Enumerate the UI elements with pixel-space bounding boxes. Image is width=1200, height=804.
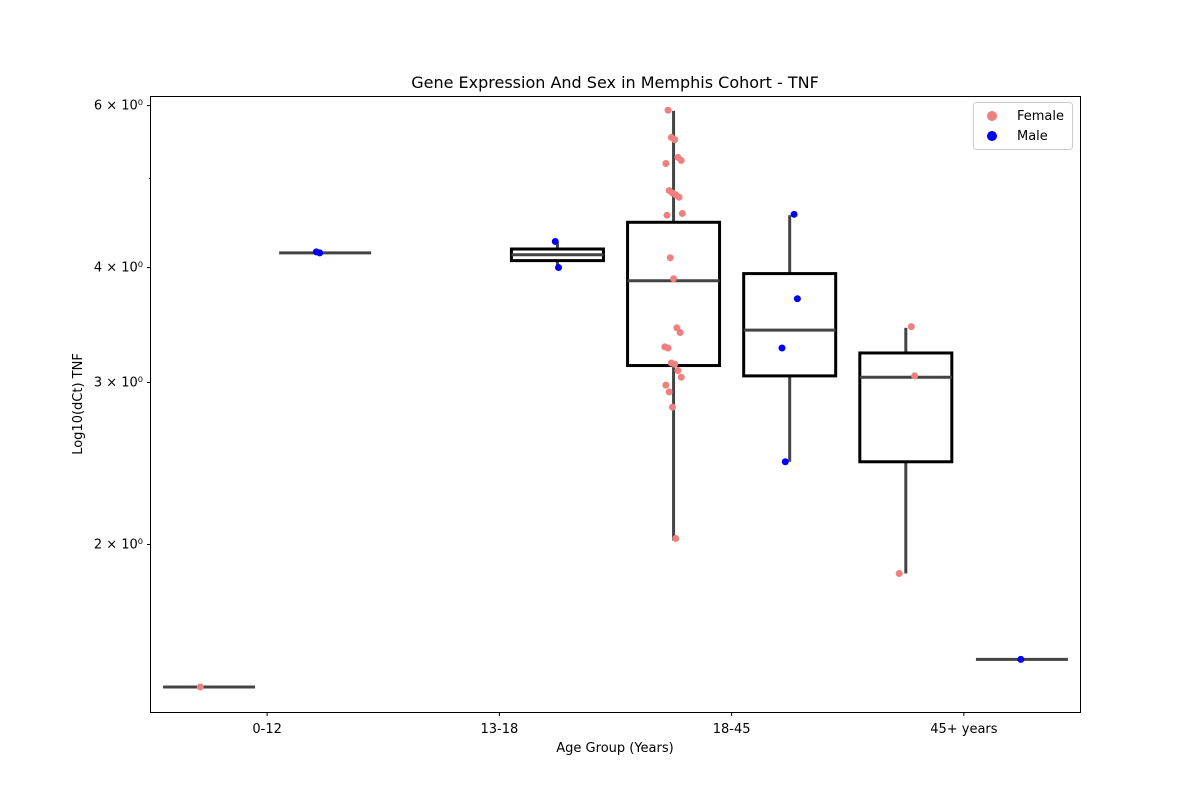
data-point-male [790,210,798,218]
legend-box [973,102,1073,150]
box-18-45-female [626,110,722,541]
data-point-male [555,264,563,272]
data-point-female [676,328,684,336]
data-point-female [662,160,670,168]
box-45-years-female [858,327,954,574]
y-tick-label: 2 × 10⁰ [94,537,143,552]
y-axis: 2 × 10⁰ 3 × 10⁰ 4 × 10⁰ 6 × 10⁰ [94,99,151,552]
legend-swatch-male [987,131,997,141]
x-tick-label: 18-45 [713,722,751,737]
y-axis-label: Log10(dCt) TNF [71,353,86,455]
plot-area [163,106,1068,691]
data-point-male [551,237,559,245]
y-tick-label: 6 × 10⁰ [94,99,143,114]
legend-label-female: Female [1017,109,1064,124]
plot-frame [150,96,1081,713]
x-axis-label: Age Group (Years) [556,741,673,756]
box-13-18-male [509,242,605,268]
data-point-female [671,136,679,144]
data-point-male [778,344,786,352]
data-point-female [664,106,672,114]
data-point-female [911,372,919,380]
y-tick-label: 4 × 10⁰ [94,261,143,276]
data-point-male [316,249,324,257]
data-point-female [196,683,204,691]
data-point-female [678,209,686,217]
legend-label-male: Male [1017,129,1048,144]
data-point-female [672,535,680,543]
x-axis: 0-12 13-18 18-45 45+ years [252,712,998,737]
data-point-female [907,323,915,331]
x-tick-label: 13-18 [480,722,518,737]
data-point-female [677,373,685,381]
data-point-female [677,156,685,164]
data-point-male [781,458,789,466]
legend-swatch-female [987,111,997,121]
data-point-female [663,211,671,219]
data-point-female [675,193,683,201]
y-tick-label: 3 × 10⁰ [94,375,143,390]
x-tick-label: 0-12 [252,722,282,737]
box-iqr [742,272,838,378]
box-18-45-male [742,215,838,462]
data-point-male [793,295,801,303]
data-point-female [895,569,903,577]
data-point-male [1017,655,1025,663]
data-point-female [665,388,673,396]
data-point-female [662,381,670,389]
x-tick-label: 45+ years [930,722,998,737]
data-point-female [671,360,679,368]
data-point-female [664,344,672,352]
box-iqr [858,351,954,464]
data-point-female [666,254,674,262]
chart-title: Gene Expression And Sex in Memphis Cohor… [411,73,819,92]
data-point-female [668,403,676,411]
legend: Female Male [973,102,1073,150]
data-point-female [674,367,682,375]
data-point-female [670,275,678,283]
box-iqr [626,220,722,368]
